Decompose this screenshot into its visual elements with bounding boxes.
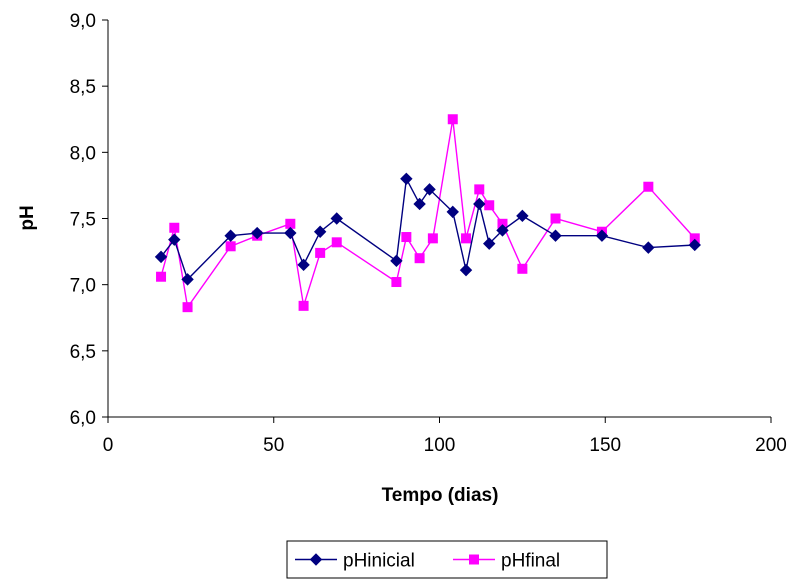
y-axis-title: pH (17, 205, 38, 230)
legend-label-pHinicial: pHinicial (343, 551, 415, 572)
data-point-pHinicial (549, 229, 562, 242)
data-point-pHinicial (642, 241, 655, 254)
x-tick-label: 200 (755, 435, 787, 456)
legend-box (286, 540, 608, 579)
data-point-pHinicial (297, 258, 310, 272)
data-point-pHinicial (496, 224, 509, 237)
y-tick-label: 8,0 (70, 143, 96, 164)
data-point-pHinicial (483, 237, 496, 250)
legend-label-pHfinal: pHfinal (501, 551, 560, 572)
data-point-pHfinal (484, 200, 495, 211)
legend: pHinicial pHfinal (286, 540, 608, 579)
data-point-pHinicial (459, 263, 473, 277)
data-point-pHfinal (182, 302, 193, 313)
data-point-pHinicial (313, 225, 327, 238)
data-point-pHinicial (284, 226, 297, 240)
data-point-pHinicial (181, 273, 194, 286)
x-tick-label: 100 (424, 435, 456, 456)
series-layer (154, 114, 701, 313)
data-point-pHfinal (447, 114, 458, 125)
legend-marker-pHinicial (309, 553, 323, 566)
data-point-pHinicial (446, 205, 459, 219)
data-point-pHinicial (330, 212, 343, 225)
data-point-pHfinal (169, 222, 180, 233)
data-point-pHinicial (423, 183, 436, 196)
axes (102, 19, 772, 423)
data-point-pHinicial (390, 254, 403, 268)
x-tick-label: 150 (589, 435, 621, 456)
data-point-pHfinal (391, 277, 402, 288)
y-tick-label: 6,5 (70, 342, 96, 363)
data-point-pHfinal (331, 237, 342, 248)
data-point-pHfinal (225, 241, 236, 252)
data-point-pHfinal (550, 213, 561, 224)
data-point-pHinicial (413, 197, 426, 211)
data-point-pHinicial (473, 197, 486, 211)
data-point-pHinicial (516, 209, 529, 223)
data-point-pHfinal (315, 247, 326, 258)
y-tick-label: 7,5 (70, 210, 96, 231)
y-tick-label: 6,0 (70, 408, 96, 429)
data-point-pHinicial (688, 238, 701, 252)
y-tick-label: 7,0 (70, 276, 96, 297)
data-point-pHfinal (427, 233, 438, 244)
data-point-pHinicial (168, 233, 181, 246)
data-point-pHfinal (156, 271, 167, 282)
x-axis-title: Tempo (dias) (382, 485, 499, 506)
data-point-pHfinal (401, 232, 412, 243)
tick-labels: 6,0 6,5 7,0 7,5 8,0 8,5 9,0 0 50 100 150 200 (70, 11, 787, 456)
y-tick-label: 8,5 (70, 77, 96, 98)
series-pHfinal (156, 114, 700, 313)
data-point-pHinicial (595, 229, 609, 242)
x-tick-label: 0 (103, 435, 114, 456)
data-point-pHinicial (224, 229, 237, 242)
legend-marker-pHfinal (469, 554, 479, 565)
data-point-pHfinal (517, 263, 528, 274)
data-point-pHinicial (250, 226, 264, 240)
data-point-pHfinal (414, 253, 425, 264)
plot-area (108, 20, 771, 417)
series-pHinicial (154, 172, 701, 286)
data-point-pHinicial (154, 250, 168, 264)
data-point-pHfinal (298, 300, 309, 311)
data-point-pHfinal (643, 181, 654, 192)
x-tick-label: 50 (263, 435, 284, 456)
data-point-pHfinal (461, 233, 472, 244)
data-point-pHinicial (400, 172, 413, 186)
data-point-pHfinal (474, 184, 485, 195)
y-tick-label: 9,0 (70, 11, 96, 32)
